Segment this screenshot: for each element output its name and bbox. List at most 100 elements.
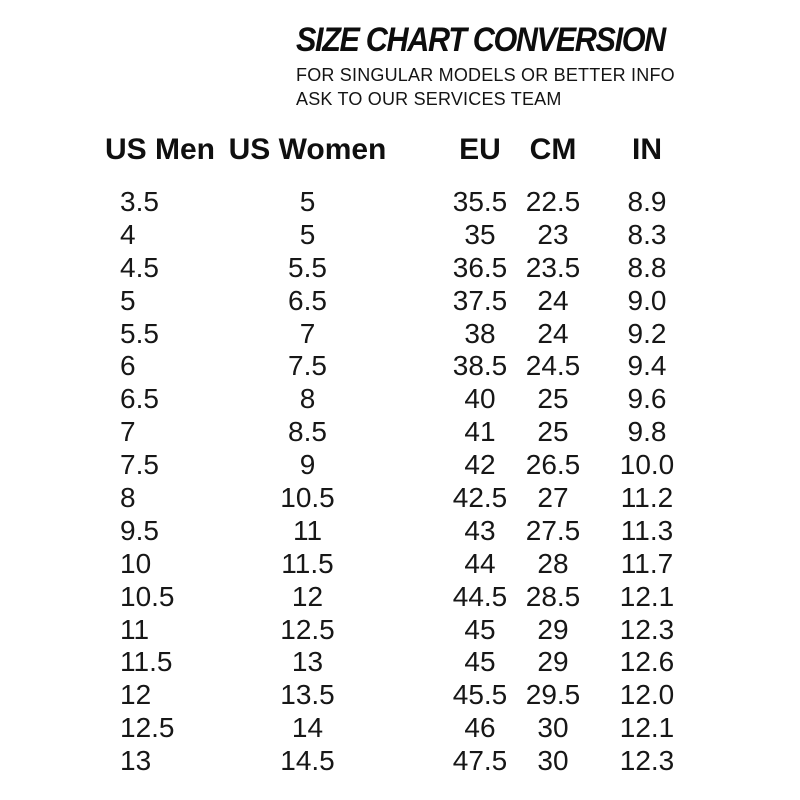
table-cell: 10.5 bbox=[120, 580, 175, 612]
subtitle-line-1: FOR SINGULAR MODELS OR BETTER INFO bbox=[296, 65, 675, 85]
table-cell: 22.5 bbox=[525, 186, 581, 217]
table-cell: 45.5 bbox=[452, 679, 508, 711]
table-cell: 25 bbox=[537, 383, 569, 415]
table-cell: 38.5 bbox=[452, 350, 508, 382]
table-cell: 9.6 bbox=[627, 383, 667, 415]
table-cell: 9.5 bbox=[120, 514, 159, 546]
column-header-in: IN bbox=[632, 133, 662, 166]
table-cell: 35 bbox=[464, 218, 496, 250]
table-cell: 24 bbox=[537, 284, 569, 316]
table-cell: 28.5 bbox=[525, 580, 581, 612]
table-cell: 4.5 bbox=[120, 251, 159, 283]
column-values-cm: 22.5 23 23.5 24 24 24.5 25 25 26.5 27 27.5 28 28.5 29… bbox=[493, 186, 613, 778]
table-cell: 13 bbox=[120, 745, 152, 777]
table-cell: 8.9 bbox=[627, 186, 667, 217]
table-cell: 10.5 bbox=[280, 482, 335, 514]
table-cell: 11 bbox=[120, 613, 150, 645]
column-values-us-men: 3.5 4 4.5 5 5.5 6 6.5 7 7.5 8 9.5 10 10.5 11 11.5 12 12.… bbox=[95, 186, 225, 778]
table-cell: 29 bbox=[537, 613, 569, 645]
table-cell: 13.5 bbox=[280, 679, 335, 711]
table-cell: 28 bbox=[537, 547, 569, 579]
column-us-men: US Men 3.5 4 4.5 5 5.5 6 6.5 7 7.5 8 9.5 10 10.5 11 11… bbox=[95, 128, 225, 778]
table-cell: 5 bbox=[120, 284, 136, 316]
table-cell: 12.1 bbox=[619, 580, 675, 612]
table-cell: 11.5 bbox=[120, 646, 173, 678]
table-cell: 38 bbox=[464, 317, 496, 349]
table-cell: 29.5 bbox=[525, 679, 581, 711]
table-cell: 46 bbox=[464, 712, 496, 744]
table-cell: 12.5 bbox=[120, 712, 175, 744]
table-cell: 7.5 bbox=[120, 449, 159, 481]
table-cell: 23.5 bbox=[525, 251, 581, 283]
table-cell: 8 bbox=[299, 383, 316, 415]
table-cell: 42 bbox=[464, 449, 496, 481]
table-cell: 12.3 bbox=[619, 745, 675, 777]
table-cell: 27 bbox=[537, 482, 569, 514]
table-cell: 41 bbox=[464, 416, 496, 448]
table-cell: 27.5 bbox=[525, 514, 581, 546]
table-cell: 43 bbox=[464, 514, 496, 546]
table-cell: 5.5 bbox=[288, 251, 327, 283]
column-header-cm: CM bbox=[529, 133, 577, 166]
page-title: SIZE CHART CONVERSION bbox=[296, 21, 666, 59]
table-cell: 5 bbox=[299, 218, 316, 250]
table-cell: 12.0 bbox=[619, 679, 675, 711]
column-values-in: 8.9 8.3 8.8 9.0 9.2 9.4 9.6 9.8 10.0 11.2 11.3 11.7… bbox=[587, 186, 707, 778]
table-cell: 42.5 bbox=[452, 482, 508, 514]
table-cell: 14 bbox=[291, 712, 324, 744]
table-cell: 8.5 bbox=[288, 416, 327, 448]
table-cell: 36.5 bbox=[452, 251, 508, 283]
table-cell: 11 bbox=[292, 514, 323, 546]
table-cell: 47.5 bbox=[452, 745, 508, 777]
table-cell: 29 bbox=[537, 646, 569, 678]
table-cell: 12.3 bbox=[619, 613, 675, 645]
table-cell: 14.5 bbox=[280, 745, 335, 777]
table-cell: 10.0 bbox=[619, 449, 675, 481]
table-cell: 44 bbox=[464, 547, 496, 579]
table-cell: 12.6 bbox=[619, 646, 675, 678]
column-header-us-men: US Men bbox=[104, 133, 215, 166]
table-cell: 5 bbox=[299, 186, 316, 217]
column-header-eu: EU bbox=[459, 133, 501, 166]
table-cell: 4 bbox=[120, 218, 136, 250]
table-cell: 9.8 bbox=[627, 416, 667, 448]
table-cell: 9.2 bbox=[627, 317, 667, 349]
table-cell: 45 bbox=[464, 646, 496, 678]
table-cell: 12.1 bbox=[619, 712, 675, 744]
table-cell: 23 bbox=[537, 218, 569, 250]
column-eu: EU 35.5 35 36.5 37.5 38 38.5 40 41 42 42.5 43 44 44.… bbox=[420, 128, 540, 778]
table-cell: 11.2 bbox=[620, 482, 674, 514]
table-cell: 30 bbox=[537, 745, 569, 777]
table-cell: 6.5 bbox=[120, 383, 159, 415]
column-us-women: US Women 5 5 5.5 6.5 7 7.5 8 8.5 9 10.5 11 11.5 12 12… bbox=[225, 128, 390, 778]
table-cell: 11.3 bbox=[620, 514, 674, 546]
table-cell: 35.5 bbox=[452, 186, 508, 217]
column-cm: CM 22.5 23 23.5 24 24 24.5 25 25 26.5 27 27.5 28 28.… bbox=[493, 128, 613, 778]
table-cell: 7.5 bbox=[288, 350, 327, 382]
subtitle: FOR SINGULAR MODELS OR BETTER INFO ASK T… bbox=[296, 63, 706, 111]
table-cell: 12 bbox=[291, 580, 324, 612]
table-cell: 9.4 bbox=[627, 350, 667, 382]
table-cell: 7 bbox=[299, 317, 316, 349]
table-cell: 3.5 bbox=[120, 186, 159, 217]
table-cell: 9 bbox=[299, 449, 316, 481]
table-cell: 7 bbox=[120, 416, 136, 448]
table-cell: 24 bbox=[537, 317, 569, 349]
table-cell: 26.5 bbox=[525, 449, 581, 481]
table-cell: 12.5 bbox=[280, 613, 335, 645]
column-values-eu: 35.5 35 36.5 37.5 38 38.5 40 41 42 42.5 43 44 44.5 45… bbox=[420, 186, 540, 778]
table-cell: 44.5 bbox=[452, 580, 508, 612]
table-cell: 24.5 bbox=[525, 350, 581, 382]
column-header-us-women: US Women bbox=[228, 133, 387, 166]
table-cell: 8 bbox=[120, 482, 136, 514]
table-cell: 8.3 bbox=[627, 218, 667, 250]
column-values-us-women: 5 5 5.5 6.5 7 7.5 8 8.5 9 10.5 11 11.5 12 12.5 13 13.5 1… bbox=[225, 186, 390, 778]
subtitle-line-2: ASK TO OUR SERVICES TEAM bbox=[296, 89, 562, 109]
table-cell: 10 bbox=[120, 547, 152, 579]
table-cell: 9.0 bbox=[627, 284, 667, 316]
table-cell: 40 bbox=[464, 383, 496, 415]
table-cell: 5.5 bbox=[120, 317, 159, 349]
table-cell: 25 bbox=[537, 416, 569, 448]
table-cell: 12 bbox=[120, 679, 152, 711]
